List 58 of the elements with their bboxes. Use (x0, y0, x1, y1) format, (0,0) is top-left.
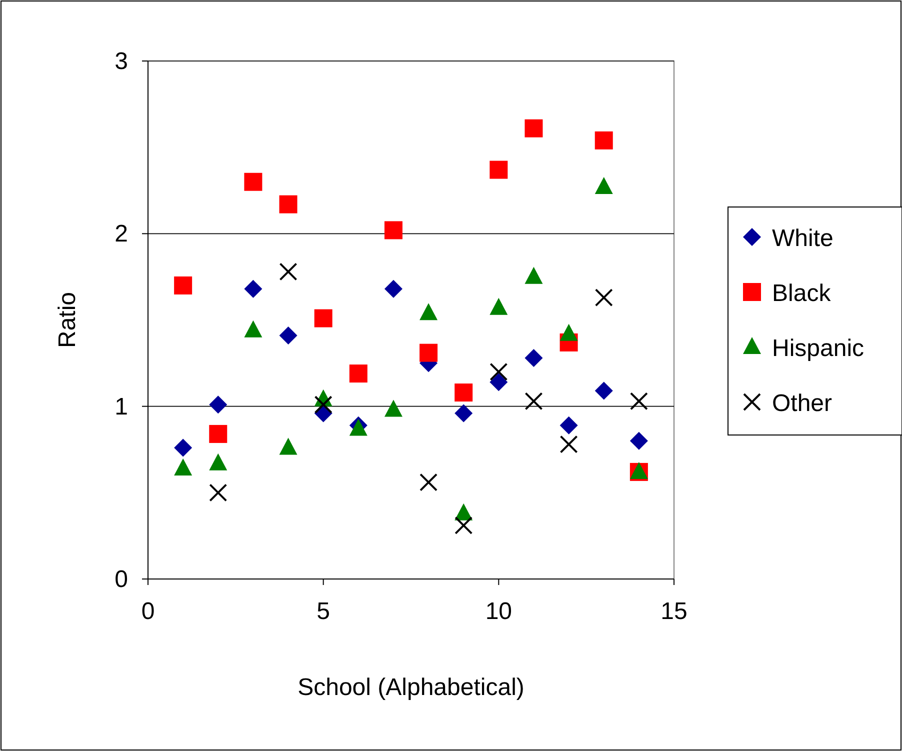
point (524, 119, 543, 138)
x-tick-label: 0 (141, 598, 155, 625)
point (454, 404, 473, 422)
point (209, 453, 228, 470)
point (244, 320, 262, 338)
x-axis-title: School (Alphabetical) (298, 674, 524, 701)
point (209, 484, 228, 502)
legend-label: Black (772, 280, 832, 307)
point (314, 309, 332, 328)
point (314, 396, 332, 414)
legend-label: Other (772, 390, 832, 417)
point (279, 438, 298, 455)
point (349, 364, 368, 383)
point (560, 324, 578, 341)
point (420, 303, 438, 320)
point (174, 438, 192, 457)
legend-label: Hispanic (772, 335, 864, 362)
y-tick-label: 1 (114, 393, 128, 420)
point (524, 348, 543, 367)
point (209, 396, 228, 414)
point (594, 382, 613, 400)
point (279, 195, 298, 214)
y-tick-label: 0 (114, 566, 128, 593)
point (454, 503, 473, 520)
y-tick-label: 2 (114, 220, 128, 248)
point (490, 298, 508, 315)
point (244, 280, 262, 298)
point (454, 516, 473, 534)
point (420, 344, 438, 362)
point (560, 435, 578, 454)
x-tick-label: 15 (660, 598, 688, 625)
point (490, 362, 508, 381)
point (594, 177, 613, 194)
y-tick-label: 3 (114, 48, 128, 75)
point (174, 458, 192, 476)
point (490, 160, 508, 179)
point (454, 384, 473, 402)
point (524, 392, 543, 410)
point (174, 276, 192, 294)
point (594, 131, 613, 150)
point (630, 432, 648, 450)
point (244, 172, 262, 191)
y-axis-title: Ratio (54, 292, 81, 348)
point (279, 262, 298, 281)
x-tick-label: 5 (316, 598, 330, 625)
point (594, 288, 613, 307)
point (209, 424, 228, 443)
point (279, 326, 298, 345)
point (524, 266, 543, 284)
legend-label: White (772, 225, 834, 252)
point (420, 473, 438, 492)
x-tick-label: 10 (485, 598, 512, 625)
point (490, 373, 508, 392)
point (384, 400, 402, 417)
point (560, 416, 578, 434)
point (384, 280, 402, 298)
point (630, 392, 648, 410)
point (384, 221, 402, 240)
